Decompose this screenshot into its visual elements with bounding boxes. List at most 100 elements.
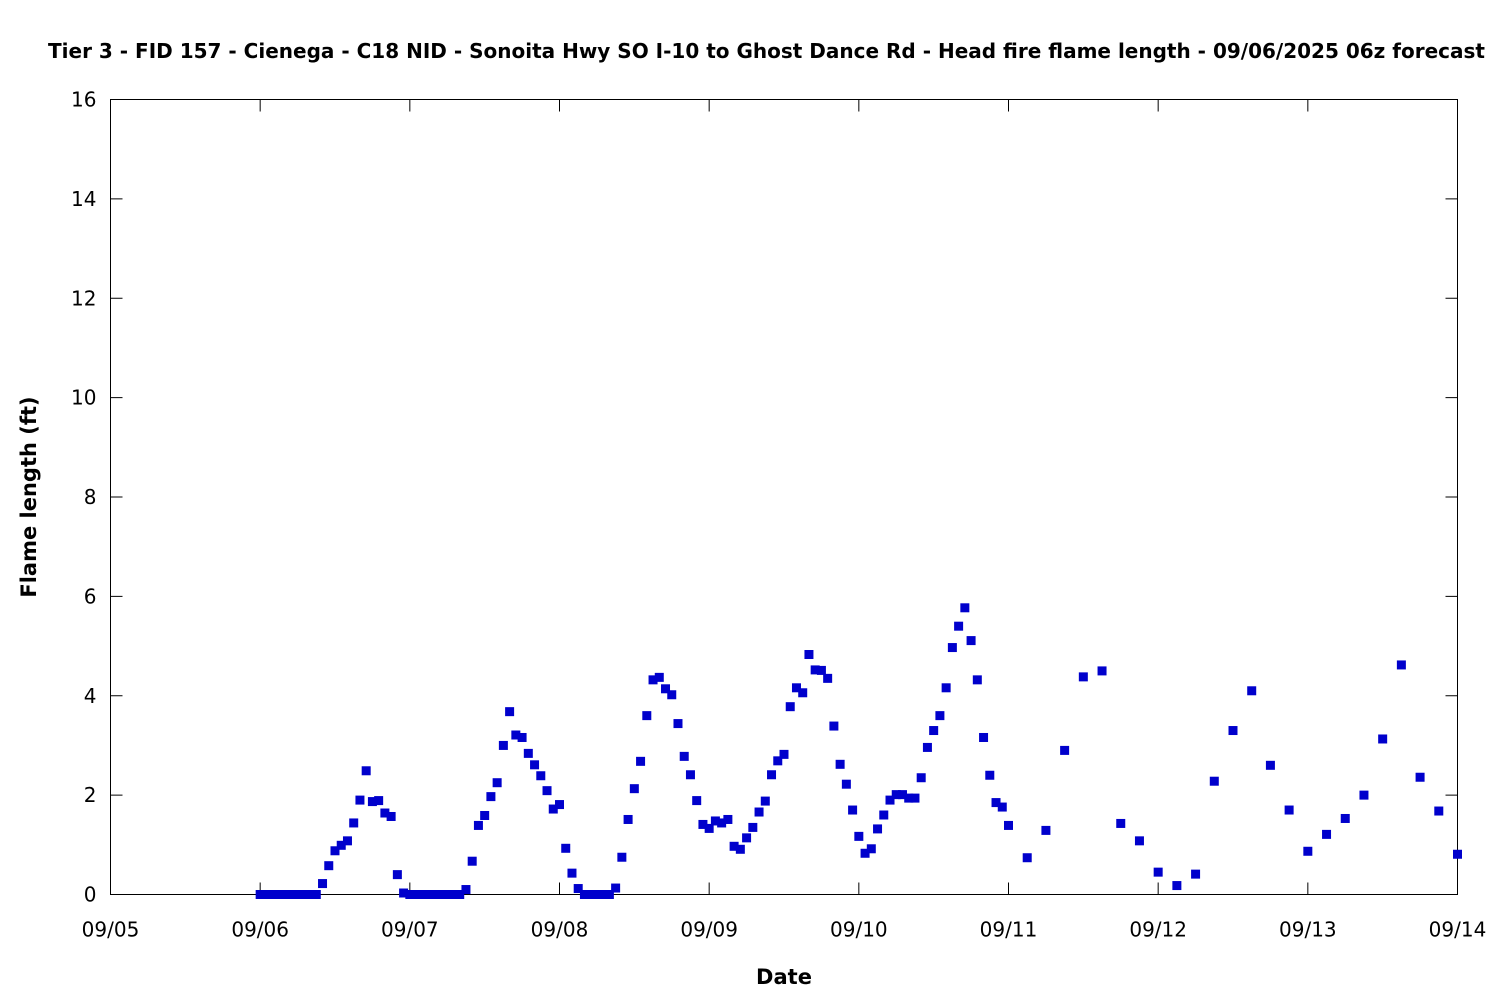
data-point [941, 683, 951, 693]
data-point [710, 816, 720, 826]
data-point [723, 814, 733, 824]
data-point [636, 756, 646, 766]
data-point [1134, 836, 1144, 846]
data-point [841, 779, 851, 789]
data-point [324, 861, 334, 871]
data-point [617, 852, 627, 862]
data-point [399, 888, 409, 898]
data-point [361, 766, 371, 776]
data-point [448, 890, 458, 899]
data-point [330, 846, 340, 856]
data-point [885, 795, 895, 805]
chart-title: Tier 3 - FID 157 - Cienega - C18 NID - S… [48, 39, 1485, 63]
data-point [573, 884, 583, 894]
data-point [567, 868, 577, 878]
data-point [455, 890, 465, 899]
data-point [1078, 672, 1088, 682]
data-point [910, 793, 920, 803]
data-point [879, 810, 889, 820]
x-tick-label: 09/12 [1129, 918, 1187, 942]
data-point [1434, 806, 1444, 816]
data-point [473, 820, 483, 830]
data-point [286, 890, 296, 899]
data-point [947, 643, 957, 653]
data-point [754, 807, 764, 817]
data-point [299, 890, 309, 899]
data-point [392, 870, 402, 880]
data-point [1247, 686, 1257, 696]
data-point [904, 793, 914, 803]
data-points [255, 603, 1462, 899]
data-point [280, 890, 290, 899]
x-axis: 09/05 09/06 09/07 09/08 09/09 09/10 09/11 09/12… [82, 99, 1487, 942]
data-point [816, 665, 826, 675]
y-tick-label: 12 [71, 286, 96, 310]
data-point [336, 840, 346, 850]
data-point [1060, 745, 1070, 755]
data-point [735, 844, 745, 854]
data-point [461, 885, 471, 895]
y-tick-label: 8 [84, 485, 97, 509]
data-point [486, 792, 496, 802]
data-point [1153, 867, 1163, 877]
data-point [760, 796, 770, 806]
data-point [293, 890, 303, 899]
data-point [386, 811, 396, 821]
data-point [810, 665, 820, 675]
data-point [342, 836, 352, 846]
data-point [1340, 813, 1350, 823]
data-point [729, 841, 739, 851]
data-point [685, 770, 695, 780]
data-point [511, 730, 521, 740]
data-point [1004, 820, 1013, 830]
data-point [555, 800, 564, 810]
data-point [623, 814, 633, 824]
y-axis-label: Flame length (ft) [17, 396, 41, 597]
data-point [523, 748, 533, 758]
data-point [767, 770, 777, 780]
data-point [405, 890, 415, 899]
data-point [866, 844, 876, 854]
data-point [536, 771, 546, 781]
data-point [492, 778, 502, 788]
x-tick-label: 09/10 [830, 918, 888, 942]
y-axis: 0 2 4 6 8 10 12 14 16 [71, 88, 1458, 907]
y-tick-label: 0 [84, 883, 97, 907]
data-point [704, 823, 714, 833]
data-point [311, 890, 321, 899]
data-point [1116, 818, 1126, 828]
data-point [972, 675, 982, 685]
data-point [1041, 825, 1051, 835]
data-point [374, 796, 384, 806]
data-point [779, 749, 789, 759]
data-point [679, 751, 689, 761]
data-point [873, 824, 883, 834]
data-point [467, 856, 477, 866]
data-point [1396, 660, 1406, 670]
data-point [823, 673, 833, 683]
data-point [1191, 869, 1201, 879]
data-point [742, 833, 752, 843]
x-tick-label: 09/11 [980, 918, 1038, 942]
y-tick-label: 16 [71, 88, 96, 112]
data-point [604, 890, 614, 899]
x-axis-label: Date [756, 965, 812, 989]
data-point [268, 890, 278, 899]
data-point [667, 690, 677, 700]
data-point [505, 707, 515, 717]
data-point [517, 732, 527, 742]
data-point [305, 890, 315, 899]
data-point [498, 740, 508, 750]
data-point [611, 883, 621, 893]
data-point [673, 719, 683, 729]
data-point [349, 818, 359, 828]
x-tick-label: 09/08 [531, 918, 589, 942]
data-point [848, 805, 858, 815]
x-tick-label: 09/14 [1429, 918, 1487, 942]
data-point [891, 790, 901, 800]
data-point [791, 683, 801, 693]
data-point [1378, 734, 1388, 744]
data-point [1322, 829, 1332, 839]
x-tick-label: 09/06 [231, 918, 289, 942]
